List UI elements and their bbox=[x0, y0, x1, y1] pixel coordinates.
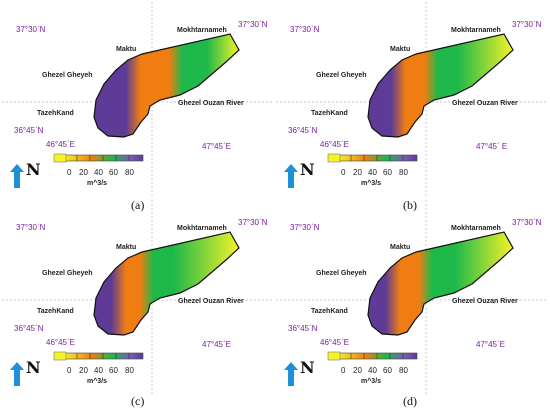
place-label-mokhtarnameh: Mokhtarnameh bbox=[451, 27, 501, 34]
map-canvas bbox=[2, 2, 272, 197]
place-label-ghezel-gheyeh: Ghezel Gheyeh bbox=[42, 72, 93, 79]
color-scale-bar bbox=[327, 351, 418, 361]
up-arrow-icon bbox=[10, 362, 24, 386]
latitude-label-top-left: 37°30΄N bbox=[16, 223, 46, 232]
watershed-polygon bbox=[93, 231, 240, 336]
watershed-polygon bbox=[367, 231, 514, 336]
caption-a: (a) bbox=[131, 198, 145, 212]
place-label-tazehkand: TazehKand bbox=[37, 308, 74, 315]
scale-tick: 60 bbox=[383, 168, 392, 177]
latitude-label-bottom: 36°45΄N bbox=[288, 126, 318, 135]
watershed-polygon bbox=[93, 33, 240, 138]
map-panel-c: 37°30΄N 37°30΄N Mokhtarnameh Maktu Gheze… bbox=[2, 200, 272, 395]
place-label-mokhtarnameh: Mokhtarnameh bbox=[177, 27, 227, 34]
place-label-tazehkand: TazehKand bbox=[311, 308, 348, 315]
scale-tick: 40 bbox=[94, 366, 103, 375]
scale-tick: 40 bbox=[368, 366, 377, 375]
scale-tick: 20 bbox=[79, 168, 88, 177]
scale-tick: 0 bbox=[341, 366, 346, 375]
longitude-label-right: 47°45΄E bbox=[202, 142, 231, 151]
color-scale-bar bbox=[327, 153, 418, 163]
place-label-tazehkand: TazehKand bbox=[37, 110, 74, 117]
latitude-label-bottom: 36°45΄N bbox=[288, 324, 318, 333]
place-label-maktu: Maktu bbox=[116, 46, 137, 53]
scale-tick: 60 bbox=[109, 366, 118, 375]
place-label-ghezel-gheyeh: Ghezel Gheyeh bbox=[316, 270, 367, 277]
scale-tick: 60 bbox=[109, 168, 118, 177]
place-label-ghezel-ouzan-river: Ghezel Ouzan River bbox=[452, 298, 518, 305]
scale-tick: 80 bbox=[399, 366, 408, 375]
longitude-label-right: 47°45΄ E bbox=[476, 142, 508, 151]
scale-tick: 20 bbox=[353, 366, 362, 375]
longitude-label-left: 46°45΄E bbox=[320, 338, 349, 347]
longitude-label-right: 47°45΄E bbox=[476, 340, 505, 349]
map-canvas bbox=[2, 200, 272, 395]
scale-tick: 0 bbox=[341, 168, 346, 177]
longitude-label-left: 46°45΄E bbox=[46, 140, 75, 149]
place-label-ghezel-ouzan-river: Ghezel Ouzan River bbox=[178, 100, 244, 107]
up-arrow-icon bbox=[284, 362, 298, 386]
unit-label: m^3/s bbox=[361, 180, 382, 187]
place-label-ghezel-ouzan-river: Ghezel Ouzan River bbox=[452, 100, 518, 107]
latitude-label-top-left: 37°30΄N bbox=[290, 223, 320, 232]
latitude-label-top-right: 37°30΄N bbox=[512, 218, 542, 227]
up-arrow-icon bbox=[284, 164, 298, 188]
scale-tick: 40 bbox=[94, 168, 103, 177]
scale-tick: 0 bbox=[67, 366, 72, 375]
longitude-label-left: 46°45΄E bbox=[320, 140, 349, 149]
caption-c: (c) bbox=[131, 394, 145, 408]
latitude-label-top-right: 37°30΄N bbox=[512, 20, 542, 29]
latitude-label-top-left: 37°30΄N bbox=[290, 25, 320, 34]
scale-tick: 80 bbox=[125, 366, 134, 375]
map-panel-b: 37°30΄N 37°30΄N Mokhtarnameh Maktu Gheze… bbox=[276, 2, 546, 197]
north-label: N bbox=[300, 160, 315, 179]
map-canvas bbox=[276, 2, 546, 197]
scale-tick: 80 bbox=[125, 168, 134, 177]
unit-label: m^3/s bbox=[361, 378, 382, 385]
place-label-ghezel-ouzan-river: Ghezel Ouzan River bbox=[178, 298, 244, 305]
place-label-ghezel-gheyeh: Ghezel Gheyeh bbox=[42, 270, 93, 277]
place-label-mokhtarnameh: Mokhtarnameh bbox=[451, 225, 501, 232]
unit-label: m^3/s bbox=[87, 180, 108, 187]
longitude-label-right: 47°45΄E bbox=[202, 340, 231, 349]
north-label: N bbox=[26, 160, 41, 179]
map-panel-d: 37°30΄N 37°30΄N Mokhtarnameh Maktu Gheze… bbox=[276, 200, 546, 395]
place-label-maktu: Maktu bbox=[390, 244, 411, 251]
scale-tick: 60 bbox=[383, 366, 392, 375]
place-label-mokhtarnameh: Mokhtarnameh bbox=[177, 225, 227, 232]
caption-d: (d) bbox=[403, 394, 417, 408]
color-scale-bar bbox=[53, 351, 144, 361]
latitude-label-top-left: 37°30΄N bbox=[16, 25, 46, 34]
latitude-label-bottom: 36°45΄N bbox=[14, 324, 44, 333]
unit-label: m^3/s bbox=[87, 378, 108, 385]
map-panel-a: 37°30΄N 37°30΄N Mokhtarnameh Maktu Gheze… bbox=[2, 2, 272, 197]
up-arrow-icon bbox=[10, 164, 24, 188]
place-label-maktu: Maktu bbox=[116, 244, 137, 251]
caption-b: (b) bbox=[403, 198, 417, 212]
scale-tick: 80 bbox=[399, 168, 408, 177]
watershed-polygon bbox=[367, 33, 514, 138]
place-label-ghezel-gheyeh: Ghezel Gheyeh bbox=[316, 72, 367, 79]
scale-tick: 0 bbox=[67, 168, 72, 177]
scale-tick: 20 bbox=[79, 366, 88, 375]
place-label-tazehkand: TazehKand bbox=[311, 110, 348, 117]
latitude-label-top-right: 37°30΄N bbox=[238, 20, 268, 29]
scale-tick: 20 bbox=[353, 168, 362, 177]
color-scale-bar bbox=[53, 153, 144, 163]
map-canvas bbox=[276, 200, 546, 395]
latitude-label-bottom: 36°45΄N bbox=[14, 126, 44, 135]
north-label: N bbox=[26, 358, 41, 377]
place-label-maktu: Maktu bbox=[390, 46, 411, 53]
north-label: N bbox=[300, 358, 315, 377]
longitude-label-left: 46°45΄E bbox=[46, 338, 75, 347]
latitude-label-top-right: 37°30΄N bbox=[238, 218, 268, 227]
scale-tick: 40 bbox=[368, 168, 377, 177]
